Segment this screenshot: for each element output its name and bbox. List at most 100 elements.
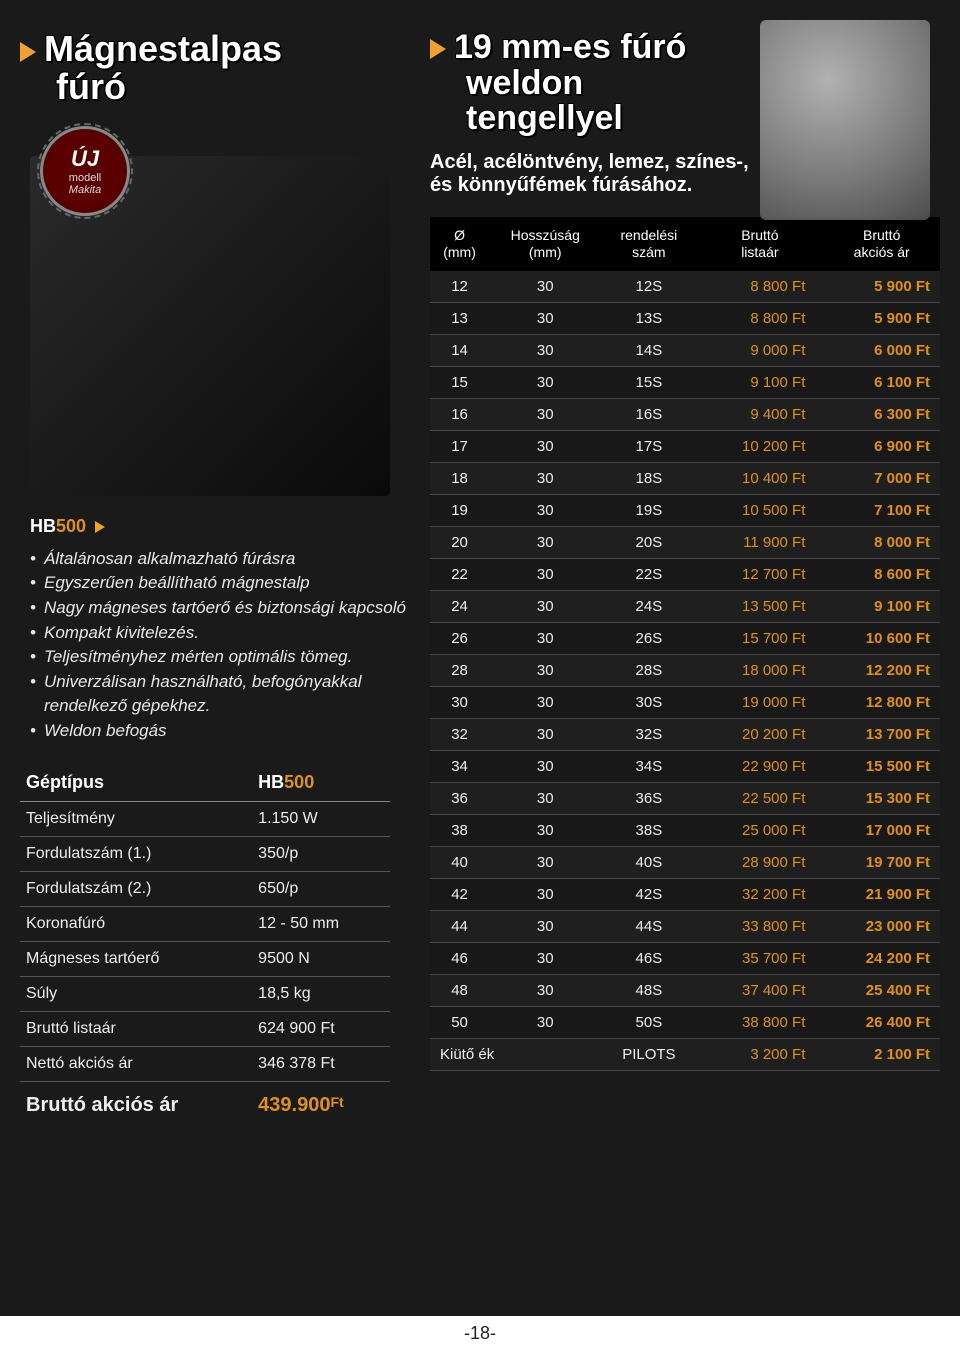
price-row: 383038S25 000 Ft17 000 Ft: [430, 814, 940, 846]
cell-sale-price: 24 200 Ft: [823, 942, 940, 974]
cell-length: 30: [489, 718, 601, 750]
rt3: tengellyel: [466, 99, 623, 137]
cell-diameter: 44: [430, 910, 489, 942]
cell-code: 28S: [601, 654, 696, 686]
cell-length: 30: [489, 526, 601, 558]
price-row: 123012S8 800 Ft5 900 Ft: [430, 271, 940, 303]
feature-item: Nagy mágneses tartóerő és biztonsági kap…: [30, 596, 410, 621]
model-prefix: HB: [30, 516, 56, 536]
price-row: 183018S10 400 Ft7 000 Ft: [430, 462, 940, 494]
hdr-list: Bruttólistaár: [696, 217, 823, 271]
hdr-length: Hosszúság(mm): [489, 217, 601, 271]
feature-item: Általánosan alkalmazható fúrásra: [30, 547, 410, 572]
cell-sale-price: 12 200 Ft: [823, 654, 940, 686]
cell-diameter: 17: [430, 430, 489, 462]
cell-diameter: 16: [430, 398, 489, 430]
cell-length: 30: [489, 462, 601, 494]
hdr-sale: Bruttóakciós ár: [823, 217, 940, 271]
price-row: 133013S8 800 Ft5 900 Ft: [430, 302, 940, 334]
price-row: 343034S22 900 Ft15 500 Ft: [430, 750, 940, 782]
cell-sale-price: 12 800 Ft: [823, 686, 940, 718]
footer-code: PILOTS: [601, 1038, 696, 1070]
cell-list-price: 32 200 Ft: [696, 878, 823, 910]
cell-length: 30: [489, 558, 601, 590]
cell-list-price: 22 500 Ft: [696, 782, 823, 814]
cell-diameter: 24: [430, 590, 489, 622]
price-row: 403040S28 900 Ft19 700 Ft: [430, 846, 940, 878]
cell-code: 18S: [601, 462, 696, 494]
cell-code: 17S: [601, 430, 696, 462]
cell-diameter: 34: [430, 750, 489, 782]
price-header-row: Ø(mm) Hosszúság(mm) rendelésiszám Bruttó…: [430, 217, 940, 271]
cell-sale-price: 25 400 Ft: [823, 974, 940, 1006]
cell-sale-price: 23 000 Ft: [823, 910, 940, 942]
cell-sale-price: 10 600 Ft: [823, 622, 940, 654]
cell-list-price: 37 400 Ft: [696, 974, 823, 1006]
price-row: 223022S12 700 Ft8 600 Ft: [430, 558, 940, 590]
cell-length: 30: [489, 271, 601, 303]
cell-sale-price: 19 700 Ft: [823, 846, 940, 878]
spec-row: Mágneses tartóerő9500 N: [20, 941, 390, 976]
cell-sale-price: 8 000 Ft: [823, 526, 940, 558]
cell-list-price: 9 100 Ft: [696, 366, 823, 398]
cell-list-price: 11 900 Ft: [696, 526, 823, 558]
spec-label: Fordulatszám (2.): [20, 871, 252, 906]
cell-length: 30: [489, 686, 601, 718]
drill-bit-image: [760, 20, 930, 220]
cell-list-price: 35 700 Ft: [696, 942, 823, 974]
price-table: Ø(mm) Hosszúság(mm) rendelésiszám Bruttó…: [430, 217, 940, 1071]
cell-diameter: 28: [430, 654, 489, 686]
feature-item: Kompakt kivitelezés.: [30, 621, 410, 646]
triangle-icon: [95, 521, 105, 533]
cell-list-price: 8 800 Ft: [696, 302, 823, 334]
cell-code: 38S: [601, 814, 696, 846]
price-row: 423042S32 200 Ft21 900 Ft: [430, 878, 940, 910]
spec-label: Bruttó listaár: [20, 1011, 252, 1046]
cell-code: 15S: [601, 366, 696, 398]
feature-item: Univerzálisan használható, befogónyakkal…: [30, 670, 410, 719]
right-subtitle: Acél, acélöntvény, lemez, színes-, és kö…: [430, 151, 750, 197]
price-row: 153015S9 100 Ft6 100 Ft: [430, 366, 940, 398]
cell-diameter: 26: [430, 622, 489, 654]
badge-brand: Makita: [69, 184, 101, 196]
cell-length: 30: [489, 814, 601, 846]
cell-diameter: 40: [430, 846, 489, 878]
cell-sale-price: 5 900 Ft: [823, 302, 940, 334]
cell-diameter: 18: [430, 462, 489, 494]
cell-length: 30: [489, 750, 601, 782]
cell-sale-price: 21 900 Ft: [823, 878, 940, 910]
price-row: 143014S9 000 Ft6 000 Ft: [430, 334, 940, 366]
cell-list-price: 19 000 Ft: [696, 686, 823, 718]
cell-length: 30: [489, 494, 601, 526]
cell-length: 30: [489, 910, 601, 942]
spec-row: Bruttó listaár624 900 Ft: [20, 1011, 390, 1046]
cell-diameter: 14: [430, 334, 489, 366]
spec-label: Fordulatszám (1.): [20, 836, 252, 871]
title-line1: Mágnestalpas: [44, 28, 282, 69]
cell-length: 30: [489, 1006, 601, 1038]
cell-code: 34S: [601, 750, 696, 782]
cell-code: 13S: [601, 302, 696, 334]
cell-list-price: 10 400 Ft: [696, 462, 823, 494]
spec-value: 9500 N: [252, 941, 390, 976]
cell-code: 46S: [601, 942, 696, 974]
cell-sale-price: 6 100 Ft: [823, 366, 940, 398]
cell-sale-price: 7 100 Ft: [823, 494, 940, 526]
cell-length: 30: [489, 974, 601, 1006]
right-column: 19 mm-es fúró weldon tengellyel Acél, ac…: [430, 30, 940, 1071]
footer-list: 3 200 Ft: [696, 1038, 823, 1070]
price-row: 483048S37 400 Ft25 400 Ft: [430, 974, 940, 1006]
badge-uj: ÚJ: [71, 146, 99, 172]
cell-code: 26S: [601, 622, 696, 654]
spec-label: Koronafúró: [20, 906, 252, 941]
cell-list-price: 15 700 Ft: [696, 622, 823, 654]
spec-row: Nettó akciós ár346 378 Ft: [20, 1046, 390, 1081]
cell-list-price: 10 500 Ft: [696, 494, 823, 526]
model-number: 500: [56, 516, 86, 536]
spec-value: 624 900 Ft: [252, 1011, 390, 1046]
cell-sale-price: 15 300 Ft: [823, 782, 940, 814]
spec-value: 350/p: [252, 836, 390, 871]
hdr-code: rendelésiszám: [601, 217, 696, 271]
feature-list: Általánosan alkalmazható fúrásraEgyszerű…: [30, 547, 410, 744]
cell-code: 40S: [601, 846, 696, 878]
